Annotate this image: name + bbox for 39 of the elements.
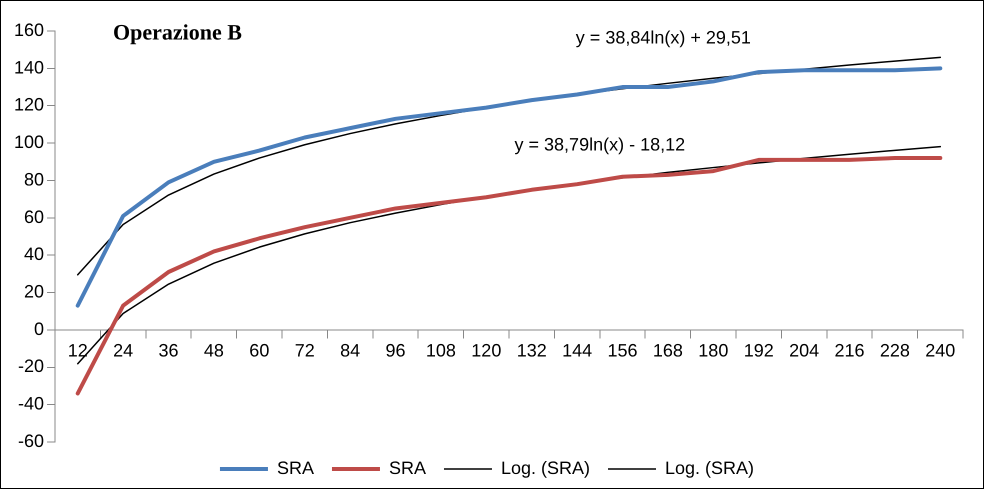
x-tick-label: 36 [158, 340, 179, 361]
chart-title: Operazione B [113, 20, 242, 45]
x-tick-label: 144 [562, 340, 592, 361]
x-tick-label: 204 [789, 340, 820, 361]
x-tick-label: 180 [698, 340, 728, 361]
x-tick-label: 156 [607, 340, 638, 361]
legend-label: SRA [276, 458, 314, 478]
x-tick-label: 60 [249, 340, 270, 361]
x-tick-label: 240 [925, 340, 956, 361]
x-tick-label: 168 [652, 340, 683, 361]
y-tick-label: 80 [24, 169, 44, 190]
y-tick-label: 40 [24, 244, 44, 264]
annotation: y = 38,79ln(x) - 18,12 [514, 134, 686, 154]
legend-label: SRA [388, 458, 426, 478]
x-tick-label: 120 [471, 340, 502, 361]
legend-label: Log. (SRA) [500, 458, 590, 478]
annotation: y = 38,84ln(x) + 29,51 [576, 27, 751, 48]
x-tick-label: 132 [516, 340, 547, 361]
x-tick-label: 216 [834, 340, 865, 361]
y-tick-label: 0 [34, 318, 44, 339]
x-tick-label: 24 [113, 340, 134, 361]
x-tick-label: 84 [340, 340, 360, 361]
y-tick-label: 20 [24, 282, 44, 302]
y-tick-label: 140 [14, 57, 44, 78]
legend-label: Log. (SRA) [665, 458, 754, 478]
y-tick-label: -60 [18, 430, 44, 451]
x-tick-label: 96 [386, 340, 406, 361]
y-tick-label: 160 [14, 20, 44, 40]
y-tick-label: -20 [18, 356, 44, 376]
x-tick-label: 48 [204, 340, 224, 361]
y-tick-label: 60 [24, 206, 44, 227]
y-tick-label: -40 [18, 394, 44, 414]
x-tick-label: 72 [294, 340, 315, 361]
x-tick-label: 228 [880, 340, 910, 361]
x-tick-label: 12 [68, 340, 88, 361]
x-tick-label: 192 [744, 340, 774, 361]
y-tick-label: 100 [14, 132, 44, 152]
x-tick-label: 108 [426, 340, 456, 361]
y-tick-label: 120 [14, 94, 44, 115]
